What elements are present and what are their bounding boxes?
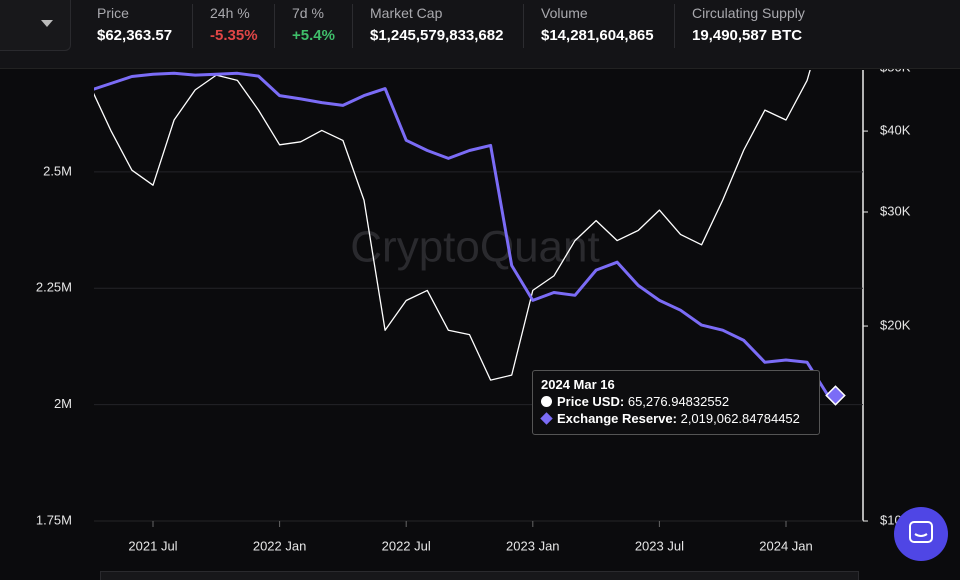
dropdown-arrow: [41, 20, 53, 27]
x-tick-label: 2023 Jul: [635, 538, 684, 553]
stat-label: Circulating Supply: [692, 5, 805, 21]
price-dot: [541, 396, 552, 407]
stat-value: -5.35%: [210, 27, 258, 44]
arrow: [41, 20, 53, 27]
tooltip-value: 2,019,062.84784452: [680, 411, 800, 426]
tooltip-row: Price USD: 65,276.94832552: [541, 394, 729, 409]
reserve-dot: [540, 412, 553, 425]
separator: [192, 4, 193, 48]
stat: Price $62,363.57: [97, 5, 172, 47]
separator: [274, 4, 275, 48]
stat-value: $1,245,579,833,682: [370, 27, 504, 44]
colon: :: [672, 411, 677, 426]
separator: [352, 4, 353, 48]
x-tick-label: 2024 Jan: [759, 538, 813, 553]
stat-label: 24h %: [210, 5, 250, 21]
stat: 7d % +5.4%: [292, 5, 335, 47]
stat-label: Price: [97, 5, 129, 21]
x-tick-label: 2023 Jan: [506, 538, 560, 553]
tooltip-label: Price USD: [557, 394, 620, 409]
tooltip-date: 2024 Mar 16: [541, 377, 615, 392]
range-slider[interactable]: [100, 571, 859, 580]
series-line: [94, 70, 811, 381]
series-line: [94, 71, 830, 397]
y-tick-label: 2.5M: [43, 163, 72, 178]
separator: [523, 4, 524, 48]
y-tick-label: 2.25M: [36, 280, 72, 295]
stat: 24h % -5.35%: [210, 5, 258, 47]
hover-marker: [825, 385, 846, 406]
x-tick-label: 2021 Jul: [128, 538, 177, 553]
tooltip-row: Exchange Reserve: 2,019,062.84784452: [540, 411, 800, 426]
stat-value: +5.4%: [292, 27, 335, 44]
chat-icon: [909, 521, 933, 543]
y2-tick-label: $40K: [880, 123, 911, 138]
axis-labels: 1.75M2M2.25M2.5M$10K$20K$30K$40K$50K2021…: [36, 60, 911, 554]
y2-tick-label: $30K: [880, 203, 911, 218]
chat-bubble: [909, 521, 933, 543]
tooltip: 2024 Mar 16 Price USD: 65,276.94832552 E…: [532, 370, 820, 435]
dropdown[interactable]: [0, 0, 71, 51]
watermark: CryptoQuant: [350, 223, 599, 272]
tooltip-label: Exchange Reserve: [557, 411, 673, 426]
stat-value: $14,281,604,865: [541, 27, 654, 44]
x-tick-label: 2022 Jan: [253, 538, 307, 553]
stat: Volume $14,281,604,865: [541, 5, 654, 47]
x-tick-label: 2022 Jul: [382, 538, 431, 553]
stat-value: $62,363.57: [97, 27, 173, 44]
separator: [674, 4, 675, 48]
lines: [94, 70, 830, 397]
chat-smile: [914, 533, 928, 537]
chat-button[interactable]: [894, 507, 948, 561]
tooltip-value: 65,276.94832552: [627, 394, 730, 409]
stat: Circulating Supply 19,490,587 BTC: [692, 5, 805, 47]
colon: :: [619, 394, 625, 409]
stat-label: Market Cap: [370, 5, 443, 21]
top-bar: Price $62,363.57 24h % -5.35% 7d % +5.4% Marke…: [0, 0, 960, 69]
y-tick-label: 2M: [54, 396, 72, 411]
grid: [94, 171, 863, 522]
y2-tick-label: $20K: [880, 317, 911, 332]
y-tick-label: 1.75M: [36, 512, 72, 527]
stat: Market Cap $1,245,579,833,682: [370, 5, 503, 47]
stat-label: Volume: [541, 5, 588, 21]
stat-label: 7d %: [292, 5, 324, 21]
stat-value: 19,490,587 BTC: [692, 27, 803, 44]
